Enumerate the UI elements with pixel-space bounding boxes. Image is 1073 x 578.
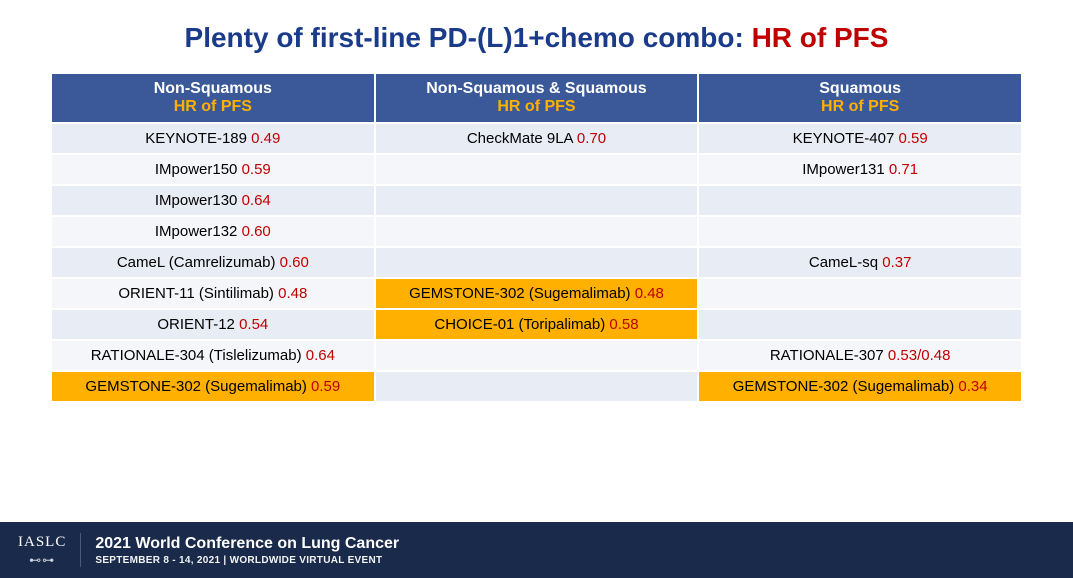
- column-subtitle: HR of PFS: [56, 98, 370, 116]
- table-cell: RATIONALE-304 (Tislelizumab) 0.64: [51, 340, 375, 371]
- column-header: Non-Squamous & SquamousHR of PFS: [375, 73, 699, 123]
- table-cell: [698, 278, 1022, 309]
- table-head: Non-SquamousHR of PFSNon-Squamous & Squa…: [51, 73, 1022, 123]
- trial-name: CameL-sq: [809, 254, 882, 271]
- table-cell: [375, 216, 699, 247]
- hr-value: 0.70: [577, 130, 606, 147]
- hr-value: 0.54: [239, 316, 268, 333]
- hr-value: 0.60: [280, 254, 309, 271]
- table-row: IMpower130 0.64: [51, 185, 1022, 216]
- trial-name: IMpower132: [155, 223, 242, 240]
- hr-value: 0.48: [278, 285, 307, 302]
- trial-name: IMpower131: [802, 161, 889, 178]
- trial-name: KEYNOTE-189: [145, 130, 251, 147]
- hr-value: 0.34: [958, 378, 987, 395]
- trial-name: ORIENT-11 (Sintilimab): [118, 285, 278, 302]
- trial-name: RATIONALE-304 (Tislelizumab): [91, 347, 306, 364]
- footer-line2: SEPTEMBER 8 - 14, 2021 | WORLDWIDE VIRTU…: [95, 555, 399, 566]
- table-row: IMpower150 0.59 IMpower131 0.71: [51, 154, 1022, 185]
- table-cell: CameL (Camrelizumab) 0.60: [51, 247, 375, 278]
- trial-name: GEMSTONE-302 (Sugemalimab): [85, 378, 311, 395]
- trial-name: KEYNOTE-407: [793, 130, 899, 147]
- trial-name: ORIENT-12: [157, 316, 239, 333]
- hr-value: 0.49: [251, 130, 280, 147]
- table-cell: CheckMate 9LA 0.70: [375, 123, 699, 154]
- trial-name: IMpower130: [155, 192, 242, 209]
- title-accent: HR of PFS: [752, 22, 889, 53]
- hr-value: 0.53/0.48: [888, 347, 951, 364]
- trial-name: CHOICE-01 (Toripalimab): [434, 316, 609, 333]
- hr-value: 0.59: [242, 161, 271, 178]
- table-body: KEYNOTE-189 0.49CheckMate 9LA 0.70KEYNOT…: [51, 123, 1022, 402]
- table-row: RATIONALE-304 (Tislelizumab) 0.64 RATION…: [51, 340, 1022, 371]
- table-cell: CameL-sq 0.37: [698, 247, 1022, 278]
- pfs-table: Non-SquamousHR of PFSNon-Squamous & Squa…: [50, 72, 1023, 403]
- table-cell: CHOICE-01 (Toripalimab) 0.58: [375, 309, 699, 340]
- table-header-row: Non-SquamousHR of PFSNon-Squamous & Squa…: [51, 73, 1022, 123]
- column-header: SquamousHR of PFS: [698, 73, 1022, 123]
- table-cell: ORIENT-11 (Sintilimab) 0.48: [51, 278, 375, 309]
- column-subtitle: HR of PFS: [380, 98, 694, 116]
- hr-value: 0.59: [898, 130, 927, 147]
- column-title: Non-Squamous: [154, 80, 272, 97]
- table-cell: IMpower130 0.64: [51, 185, 375, 216]
- table-cell: [698, 216, 1022, 247]
- trial-name: GEMSTONE-302 (Sugemalimab): [733, 378, 959, 395]
- footer-separator: [80, 533, 81, 567]
- table-cell: [375, 185, 699, 216]
- hr-value: 0.59: [311, 378, 340, 395]
- table-cell: KEYNOTE-407 0.59: [698, 123, 1022, 154]
- hr-value: 0.58: [609, 316, 638, 333]
- table-cell: GEMSTONE-302 (Sugemalimab) 0.34: [698, 371, 1022, 402]
- table-cell: [375, 247, 699, 278]
- table-cell: KEYNOTE-189 0.49: [51, 123, 375, 154]
- table-row: IMpower132 0.60: [51, 216, 1022, 247]
- table-cell: RATIONALE-307 0.53/0.48: [698, 340, 1022, 371]
- footer-glyph-icon: ⊷⊶: [29, 553, 55, 567]
- table-cell: [375, 154, 699, 185]
- table-cell: ORIENT-12 0.54: [51, 309, 375, 340]
- table-cell: IMpower150 0.59: [51, 154, 375, 185]
- footer-line1: 2021 World Conference on Lung Cancer: [95, 535, 399, 553]
- trial-name: CameL (Camrelizumab): [117, 254, 280, 271]
- table-row: ORIENT-12 0.54CHOICE-01 (Toripalimab) 0.…: [51, 309, 1022, 340]
- hr-value: 0.60: [242, 223, 271, 240]
- table-cell: IMpower131 0.71: [698, 154, 1022, 185]
- table-cell: GEMSTONE-302 (Sugemalimab) 0.59: [51, 371, 375, 402]
- slide: Plenty of first-line PD-(L)1+chemo combo…: [0, 0, 1073, 578]
- trial-name: IMpower150: [155, 161, 242, 178]
- footer-bar: IASLC ⊷⊶ 2021 World Conference on Lung C…: [0, 522, 1073, 578]
- hr-value: 0.37: [882, 254, 911, 271]
- column-header: Non-SquamousHR of PFS: [51, 73, 375, 123]
- table-row: KEYNOTE-189 0.49CheckMate 9LA 0.70KEYNOT…: [51, 123, 1022, 154]
- trial-name: RATIONALE-307: [770, 347, 888, 364]
- title-main: Plenty of first-line PD-(L)1+chemo combo…: [185, 22, 752, 53]
- table-cell: [375, 340, 699, 371]
- table-row: CameL (Camrelizumab) 0.60 CameL-sq 0.37: [51, 247, 1022, 278]
- table-cell: GEMSTONE-302 (Sugemalimab) 0.48: [375, 278, 699, 309]
- slide-title: Plenty of first-line PD-(L)1+chemo combo…: [0, 0, 1073, 72]
- table-cell: IMpower132 0.60: [51, 216, 375, 247]
- footer-org: IASLC: [18, 534, 66, 551]
- table-cell: [375, 371, 699, 402]
- footer-logo: IASLC ⊷⊶: [18, 534, 66, 567]
- table-cell: [698, 309, 1022, 340]
- hr-value: 0.64: [242, 192, 271, 209]
- column-title: Squamous: [819, 80, 901, 97]
- footer-text: 2021 World Conference on Lung Cancer SEP…: [95, 535, 399, 566]
- table-row: GEMSTONE-302 (Sugemalimab) 0.59 GEMSTONE…: [51, 371, 1022, 402]
- column-title: Non-Squamous & Squamous: [426, 80, 646, 97]
- column-subtitle: HR of PFS: [703, 98, 1017, 116]
- trial-name: CheckMate 9LA: [467, 130, 577, 147]
- table-cell: [698, 185, 1022, 216]
- table-container: Non-SquamousHR of PFSNon-Squamous & Squa…: [0, 72, 1073, 403]
- hr-value: 0.71: [889, 161, 918, 178]
- trial-name: GEMSTONE-302 (Sugemalimab): [409, 285, 635, 302]
- table-row: ORIENT-11 (Sintilimab) 0.48GEMSTONE-302 …: [51, 278, 1022, 309]
- hr-value: 0.64: [306, 347, 335, 364]
- hr-value: 0.48: [635, 285, 664, 302]
